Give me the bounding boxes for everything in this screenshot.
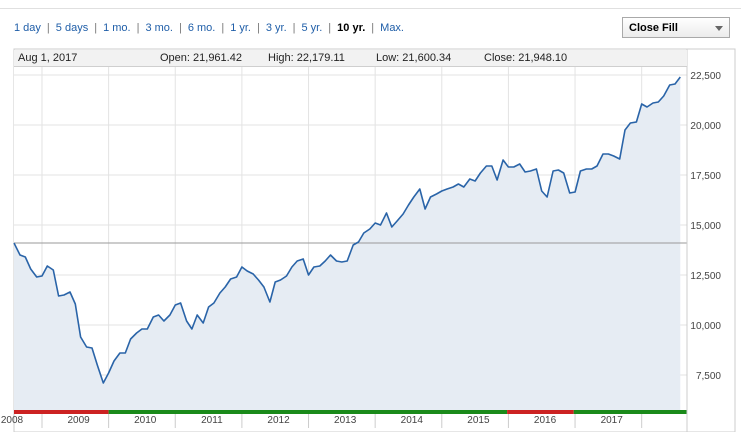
range-separator: | — [46, 22, 50, 34]
series-area — [14, 77, 681, 410]
range-separator: | — [371, 22, 375, 34]
y-tick-label: 20,000 — [690, 121, 721, 132]
time-range-selector: 1 day | 5 days | 1 mo. | 3 mo. | 6 mo. | 1 yr. | 3 y… — [14, 22, 404, 34]
range-button-3-mo[interactable]: 3 mo. — [145, 22, 173, 34]
range-button-1-yr[interactable]: 1 yr. — [230, 22, 251, 34]
range-button-6-mo[interactable]: 6 mo. — [187, 22, 216, 34]
quote-low: Low: 21,600.34 — [376, 52, 452, 64]
range-separator: | — [221, 22, 225, 34]
quote-high: High: 22,179.11 — [268, 52, 345, 64]
x-tick-label: 2014 — [401, 415, 424, 426]
range-button-1-day[interactable]: 1 day — [14, 22, 41, 34]
range-separator: | — [292, 22, 296, 34]
range-button-3-yr[interactable]: 3 yr. — [265, 22, 287, 34]
y-tick-label: 7,500 — [696, 371, 721, 382]
range-button-1-mo[interactable]: 1 mo. — [103, 22, 131, 34]
y-tick-label: 12,500 — [690, 271, 721, 282]
x-tick-label: 2011 — [201, 415, 223, 426]
range-separator: | — [178, 22, 182, 34]
range-button-max[interactable]: Max. — [380, 22, 404, 34]
performance-bar-segment-up — [108, 410, 508, 414]
range-separator: | — [256, 22, 260, 34]
x-tick-label: 2010 — [134, 415, 157, 426]
chevron-down-icon — [715, 26, 723, 31]
x-tick-label: 2017 — [601, 415, 624, 426]
range-button-5-days[interactable]: 5 days — [55, 22, 89, 34]
range-separator: | — [94, 22, 98, 34]
x-tick-label: 2015 — [467, 415, 490, 426]
quote-date: Aug 1, 2017 — [18, 52, 78, 64]
x-tick-label: 2009 — [67, 415, 90, 426]
performance-bar-segment-up — [573, 410, 687, 414]
y-tick-label: 22,500 — [690, 71, 721, 82]
y-tick-label: 15,000 — [690, 221, 721, 232]
chart-type-dropdown[interactable]: Close Fill — [622, 17, 730, 38]
x-tick-label: 2016 — [534, 415, 557, 426]
x-tick-label: 2012 — [267, 415, 290, 426]
x-tick-label: 2008 — [1, 415, 24, 426]
range-button-10-yr[interactable]: 10 yr. — [337, 22, 366, 34]
x-tick-label: 2013 — [334, 415, 357, 426]
quote-open: Open: 21,961.42 — [160, 52, 242, 64]
performance-bar-segment-down — [507, 410, 574, 414]
chart-type-dropdown-value: Close Fill — [629, 22, 678, 34]
performance-bar-segment-down — [14, 410, 109, 414]
y-tick-label: 17,500 — [690, 171, 721, 182]
quote-info-bar: Aug 1, 2017 Open: 21,961.42 High: 22,179… — [14, 50, 687, 67]
top-divider — [0, 8, 741, 9]
range-separator: | — [328, 22, 332, 34]
quote-close: Close: 21,948.10 — [484, 52, 568, 64]
range-button-5-yr[interactable]: 5 yr. — [301, 22, 323, 34]
series-line — [13, 76, 681, 384]
range-separator: | — [136, 22, 140, 34]
y-tick-label: 10,000 — [690, 321, 721, 332]
